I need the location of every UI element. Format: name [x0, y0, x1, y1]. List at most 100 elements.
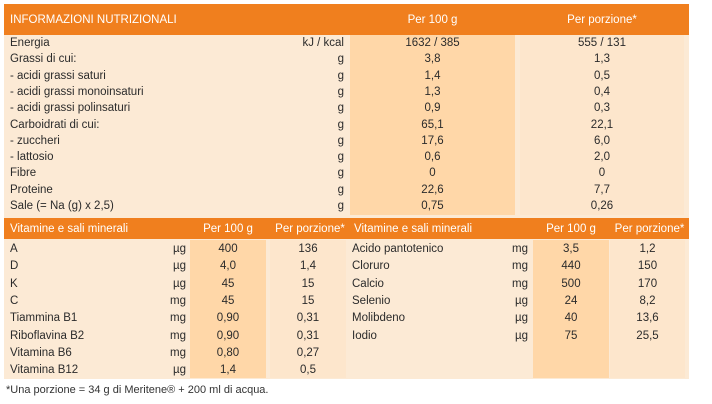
nutrition-row-portion: 555 / 131 — [578, 37, 626, 49]
nutrition-row-portion: 0,3 — [594, 102, 610, 115]
vitamin-left-per100: 400 — [218, 243, 238, 255]
vitamin-left-unit: µg — [172, 243, 186, 255]
nutrition-row-label: Proteine — [10, 183, 53, 196]
nutrition-row-unit: kJ / kcal — [302, 37, 344, 49]
vitamin-left-portion: 15 — [301, 294, 315, 307]
vitamins-header: Vitamine e sali minerali Per 100 g Per p… — [4, 218, 689, 239]
vitamin-left-per100: 45 — [221, 277, 235, 290]
nutrition-row-portion: 6,0 — [594, 134, 610, 147]
nutrition-row-per100: 65,1 — [421, 118, 444, 131]
nutrition-row-unit: g — [337, 53, 344, 66]
vitamin-right-portion: 1,2 — [639, 243, 656, 255]
nutrition-row-label: Grassi di cui: — [10, 53, 77, 66]
nutrition-row-unit: g — [337, 69, 344, 82]
vitamin-left-portion: 0,5 — [300, 364, 316, 377]
vitamin-left-per100: 0,80 — [216, 346, 240, 359]
vitamin-left-unit: mg — [170, 329, 186, 342]
nutrition-col-per100: Per 100 g — [407, 13, 458, 26]
vitamin-left-label: Vitamina B6 — [10, 346, 72, 359]
vitamin-right-per100: 40 — [564, 312, 578, 325]
vitamin-left-label: Riboflavina B2 — [10, 329, 85, 342]
vitamin-left-portion: 0,27 — [296, 346, 320, 359]
nutrition-row-per100: 0 — [429, 167, 436, 180]
nutrition-row-portion: 7,7 — [594, 183, 610, 196]
nutrition-row-unit: g — [337, 200, 344, 212]
vitamins-left-title: Vitamine e sali minerali — [10, 222, 129, 235]
nutrition-row-label: - acidi grassi saturi — [10, 69, 106, 82]
nutrition-row-portion: 0,26 — [590, 200, 614, 212]
vitamin-right-portion: 25,5 — [636, 329, 659, 342]
nutrition-per100-column — [350, 35, 515, 215]
nutrition-row-label: - zuccheri — [10, 134, 60, 147]
vitamin-left-portion: 15 — [301, 277, 315, 290]
nutrition-row-per100: 0,75 — [421, 200, 444, 212]
nutrition-row-per100: 0,6 — [424, 151, 441, 164]
vitamins-left-col-portion: Per porzione* — [275, 222, 345, 235]
vitamin-right-per100: 24 — [564, 294, 578, 307]
nutrition-portion-column — [520, 35, 684, 215]
vitamin-left-label: A — [10, 243, 18, 255]
nutrition-row-unit: g — [337, 118, 344, 131]
vitamins-left-per100-column — [190, 240, 266, 378]
nutrition-title: INFORMAZIONI NUTRIZIONALI — [10, 13, 177, 26]
vitamin-left-unit: µg — [172, 260, 186, 273]
nutrition-row-label: - acidi grassi polinsaturi — [10, 102, 131, 115]
vitamins-right-col-per100: Per 100 g — [546, 222, 596, 235]
vitamin-right-per100: 440 — [561, 260, 581, 273]
nutrition-row-label: Sale (= Na (g) x 2,5) — [10, 200, 114, 212]
nutrition-row-per100: 0,9 — [424, 102, 441, 115]
nutrition-row-unit: g — [337, 102, 344, 115]
vitamin-right-label: Molibdeno — [352, 312, 406, 325]
vitamin-left-portion: 0,31 — [296, 312, 320, 325]
vitamin-left-unit: µg — [172, 277, 186, 290]
nutrition-row-label: - lattosio — [10, 151, 54, 164]
nutrition-row-portion: 0,4 — [594, 85, 610, 98]
nutrition-row-per100: 1632 / 385 — [405, 37, 460, 49]
vitamin-left-unit: mg — [170, 312, 186, 325]
vitamin-left-portion: 136 — [298, 243, 318, 255]
nutrition-row-label: Fibre — [10, 167, 37, 180]
nutrition-row-unit: g — [337, 134, 344, 147]
nutrition-header: INFORMAZIONI NUTRIZIONALI Per 100 g Per … — [4, 4, 689, 35]
vitamin-left-unit: µg — [172, 364, 186, 377]
nutrition-row-portion: 1,3 — [594, 53, 610, 66]
vitamin-left-label: D — [10, 260, 19, 273]
vitamin-right-label: Selenio — [352, 294, 391, 307]
vitamin-right-unit: µg — [514, 294, 528, 307]
nutrition-row-unit: g — [337, 151, 344, 164]
nutrition-row-per100: 1,3 — [424, 85, 441, 98]
vitamin-right-portion: 8,2 — [639, 294, 656, 307]
nutrition-row-per100: 1,4 — [424, 69, 441, 82]
nutrition-row-label: - acidi grassi monoinsaturi — [10, 85, 144, 98]
vitamin-right-unit: µg — [514, 329, 528, 342]
vitamins-right-title: Vitamine e sali minerali — [354, 222, 473, 235]
vitamin-right-unit: mg — [512, 277, 528, 290]
nutrition-row-unit: g — [337, 85, 344, 98]
vitamin-right-portion: 150 — [637, 260, 658, 273]
vitamin-left-unit: mg — [170, 294, 186, 307]
vitamin-left-per100: 45 — [221, 294, 235, 307]
vitamin-left-label: K — [10, 277, 18, 290]
footnote: *Una porzione = 34 g di Meritene® + 200 … — [6, 384, 269, 396]
nutrition-row-portion: 2,0 — [594, 151, 610, 164]
vitamin-left-portion: 0,31 — [296, 329, 320, 342]
vitamins-left-col-per100: Per 100 g — [203, 222, 253, 235]
vitamin-right-portion: 170 — [637, 277, 658, 290]
vitamin-left-label: C — [10, 294, 19, 307]
vitamin-right-per100: 3,5 — [563, 243, 579, 255]
vitamin-left-unit: mg — [170, 346, 186, 359]
vitamin-left-per100: 0,90 — [216, 312, 240, 325]
vitamin-left-per100: 4,0 — [220, 260, 236, 273]
vitamin-right-per100: 500 — [561, 277, 581, 290]
nutrition-col-portion: Per porzione* — [567, 13, 637, 26]
nutrition-row-unit: g — [337, 167, 344, 180]
vitamins-right-portion-column — [610, 240, 685, 378]
vitamin-left-portion: 1,4 — [300, 260, 316, 273]
vitamin-left-label: Vitamina B12 — [10, 364, 79, 377]
nutrition-row-portion: 0,5 — [594, 69, 610, 82]
nutrition-row-portion: 22,1 — [590, 118, 614, 131]
vitamin-right-label: Acido pantotenico — [352, 243, 444, 255]
nutrition-row-label: Energia — [10, 37, 50, 49]
nutrition-row-label: Carboidrati di cui: — [10, 118, 100, 131]
vitamin-right-portion: 13,6 — [636, 312, 659, 325]
